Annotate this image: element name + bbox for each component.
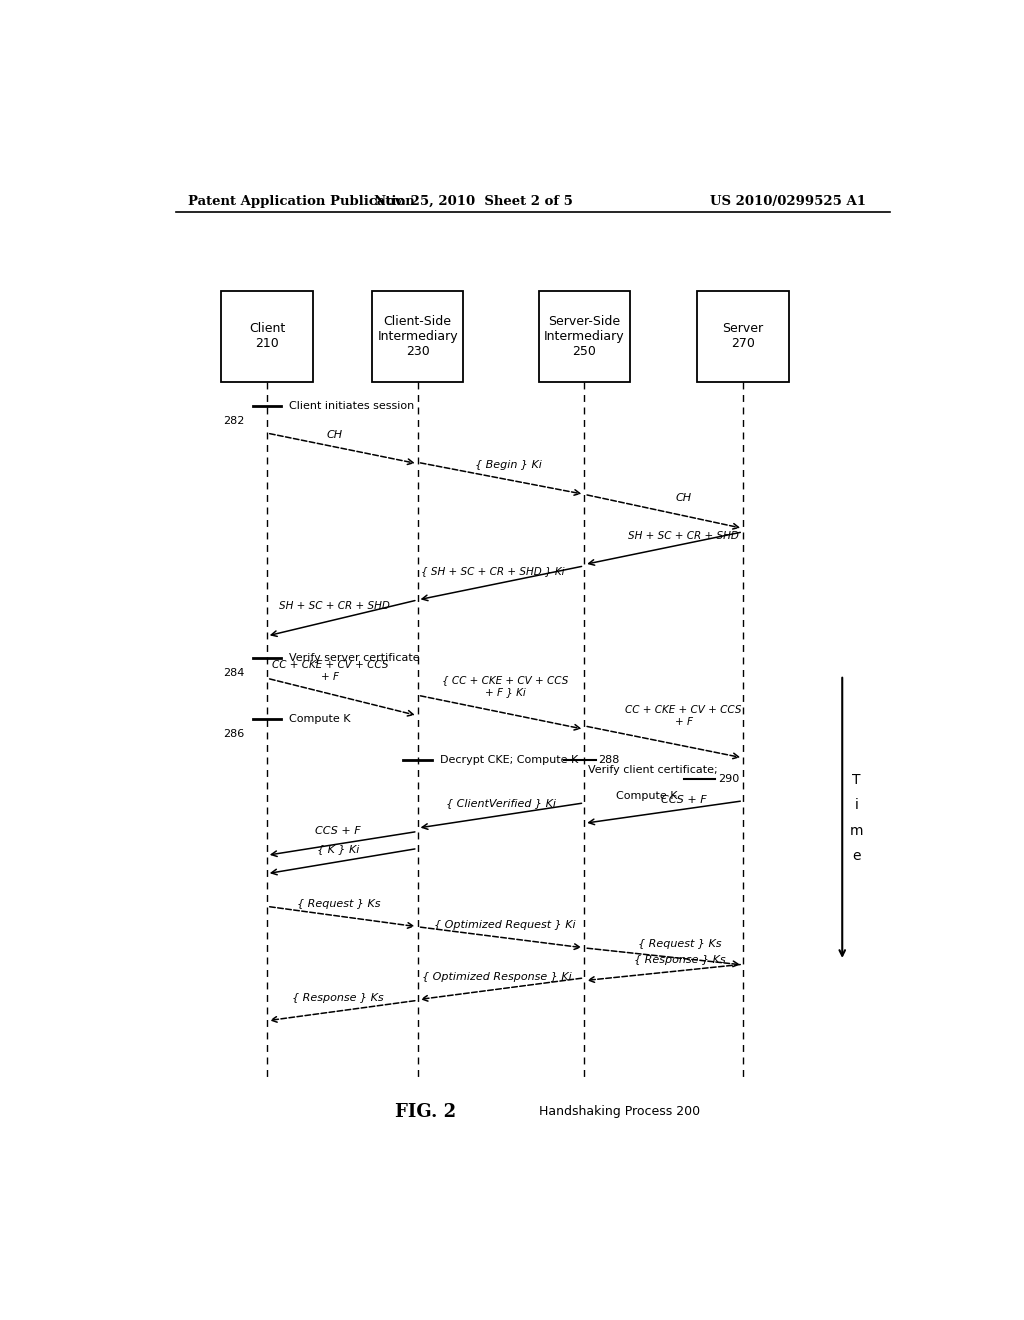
Text: Client-Side
Intermediary
230: Client-Side Intermediary 230 xyxy=(378,314,458,358)
Text: T: T xyxy=(852,772,861,787)
Text: { Request } Ks: { Request } Ks xyxy=(297,899,380,909)
Text: Compute K: Compute K xyxy=(616,791,678,801)
Text: 288: 288 xyxy=(599,755,620,766)
Text: Patent Application Publication: Patent Application Publication xyxy=(187,194,415,207)
Text: CC + CKE + CV + CCS
+ F: CC + CKE + CV + CCS + F xyxy=(626,705,741,727)
Text: Decrypt CKE; Compute K: Decrypt CKE; Compute K xyxy=(440,755,579,766)
Text: Compute K: Compute K xyxy=(289,714,350,725)
Text: CCS + F: CCS + F xyxy=(315,826,361,837)
Text: 286: 286 xyxy=(223,729,245,739)
Text: m: m xyxy=(850,824,863,838)
Text: 282: 282 xyxy=(223,416,245,426)
Text: Nov. 25, 2010  Sheet 2 of 5: Nov. 25, 2010 Sheet 2 of 5 xyxy=(374,194,572,207)
Text: CCS + F: CCS + F xyxy=(660,795,707,805)
Text: Client initiates session: Client initiates session xyxy=(289,401,415,411)
Bar xyxy=(372,290,463,381)
Text: SH + SC + CR + SHD: SH + SC + CR + SHD xyxy=(279,601,390,611)
Text: CH: CH xyxy=(676,494,691,503)
Text: Client
210: Client 210 xyxy=(249,322,285,350)
Text: US 2010/0299525 A1: US 2010/0299525 A1 xyxy=(710,194,866,207)
Bar xyxy=(697,290,788,381)
Text: { Response } Ks: { Response } Ks xyxy=(293,994,384,1003)
Text: CC + CKE + CV + CCS
+ F: CC + CKE + CV + CCS + F xyxy=(272,660,389,681)
Text: 290: 290 xyxy=(718,774,739,784)
Text: 284: 284 xyxy=(223,668,245,678)
Text: Server-Side
Intermediary
250: Server-Side Intermediary 250 xyxy=(544,314,625,358)
Text: Handshaking Process 200: Handshaking Process 200 xyxy=(540,1105,700,1118)
Text: { Begin } Ki: { Begin } Ki xyxy=(475,461,543,470)
Text: Verify client certificate;: Verify client certificate; xyxy=(588,766,718,775)
Text: SH + SC + CR + SHD: SH + SC + CR + SHD xyxy=(628,531,739,541)
Text: CH: CH xyxy=(327,430,342,441)
Text: Server
270: Server 270 xyxy=(723,322,764,350)
Text: e: e xyxy=(852,849,861,863)
Text: i: i xyxy=(855,799,858,812)
Text: { ClientVerified } Ki: { ClientVerified } Ki xyxy=(446,799,556,808)
Text: Verify server certificate: Verify server certificate xyxy=(289,653,420,663)
Bar xyxy=(539,290,630,381)
Text: { Request } Ks: { Request } Ks xyxy=(638,940,721,949)
Text: { Response } Ks: { Response } Ks xyxy=(634,956,725,965)
Text: { Optimized Response } Ki: { Optimized Response } Ki xyxy=(422,972,571,982)
Text: { K } Ki: { K } Ki xyxy=(317,843,359,854)
Text: { CC + CKE + CV + CCS
+ F } Ki: { CC + CKE + CV + CCS + F } Ki xyxy=(441,676,568,697)
Text: { Optimized Request } Ki: { Optimized Request } Ki xyxy=(434,920,575,931)
Text: FIG. 2: FIG. 2 xyxy=(395,1102,456,1121)
Text: { SH + SC + CR + SHD } Ki: { SH + SC + CR + SHD } Ki xyxy=(421,566,565,576)
Bar xyxy=(221,290,312,381)
